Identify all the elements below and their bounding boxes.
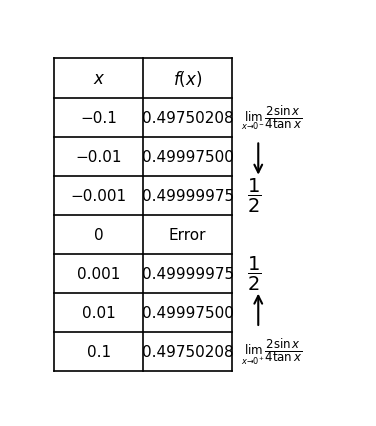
Text: 0.1: 0.1 bbox=[86, 344, 111, 359]
Text: $f(x)$: $f(x)$ bbox=[173, 69, 202, 89]
Text: 0.49999975: 0.49999975 bbox=[141, 266, 233, 281]
Text: $\lim_{x \to 0^+}\dfrac{2\sin x}{4\tan x}$: $\lim_{x \to 0^+}\dfrac{2\sin x}{4\tan x… bbox=[241, 337, 302, 366]
Text: 0.49750208: 0.49750208 bbox=[142, 110, 233, 125]
Text: 0.49750208: 0.49750208 bbox=[142, 344, 233, 359]
Text: 0.01: 0.01 bbox=[82, 305, 115, 320]
Text: Error: Error bbox=[169, 227, 206, 242]
Text: 0: 0 bbox=[94, 227, 103, 242]
Text: $\dfrac{1}{2}$: $\dfrac{1}{2}$ bbox=[247, 177, 261, 215]
Text: −0.001: −0.001 bbox=[71, 188, 127, 203]
Text: 0.49997500: 0.49997500 bbox=[142, 305, 233, 320]
Text: 0.49999975: 0.49999975 bbox=[141, 188, 233, 203]
Text: 0.49997500: 0.49997500 bbox=[142, 149, 233, 164]
Text: $\dfrac{1}{2}$: $\dfrac{1}{2}$ bbox=[247, 255, 261, 293]
Text: −0.1: −0.1 bbox=[80, 110, 117, 125]
Text: $\lim_{x \to 0^-}\dfrac{2\sin x}{4\tan x}$: $\lim_{x \to 0^-}\dfrac{2\sin x}{4\tan x… bbox=[241, 104, 302, 132]
Text: 0.001: 0.001 bbox=[77, 266, 120, 281]
Text: −0.01: −0.01 bbox=[76, 149, 122, 164]
Text: $x$: $x$ bbox=[92, 70, 105, 88]
